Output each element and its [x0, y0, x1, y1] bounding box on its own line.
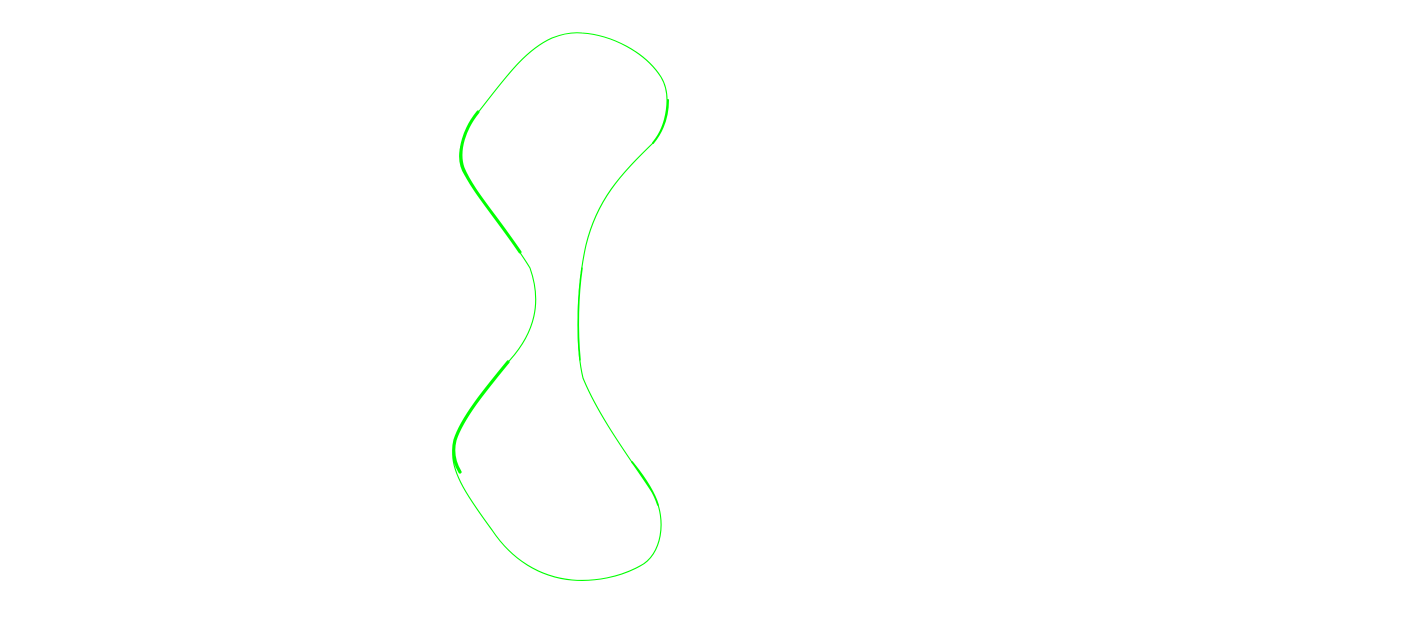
- outline-thick-segment-lower-right: [631, 461, 659, 506]
- outline-thick-segment-lower-left: [452, 360, 510, 474]
- closed-curve-outline: [452, 32, 668, 581]
- outline-thick-segment-upper-left: [459, 110, 522, 254]
- outline-thick-segment-middle-right: [577, 267, 583, 361]
- outline-thick-segment-upper-right: [652, 99, 669, 144]
